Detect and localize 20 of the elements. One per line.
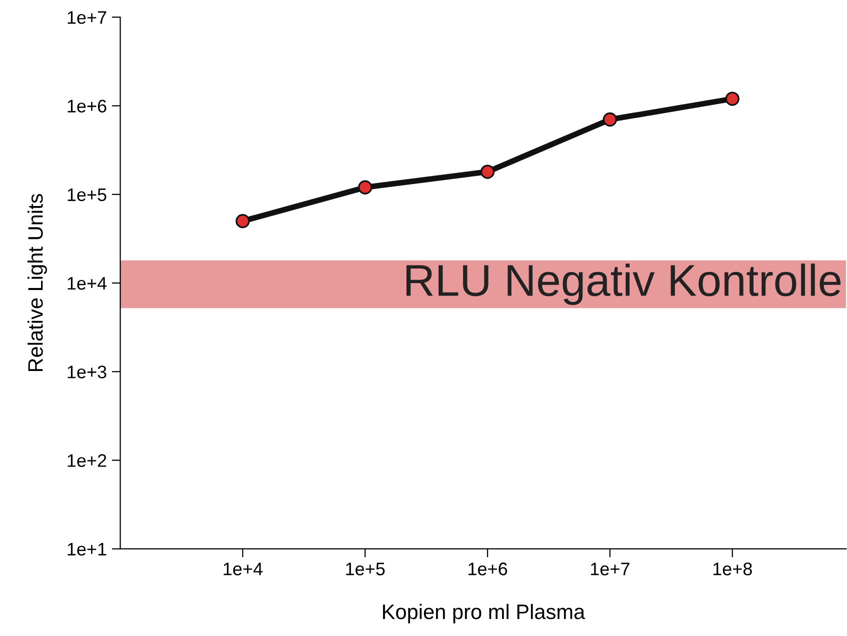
- band-label: RLU Negativ Kontrolle: [406, 264, 841, 306]
- point: [236, 214, 250, 228]
- x-tick-label: 1e+7: [590, 562, 630, 576]
- point: [358, 180, 372, 194]
- y-tick-label: 1e+5: [68, 188, 106, 202]
- y-tick-label: 1e+4: [68, 277, 107, 290]
- x-tick-label: 1e+5: [346, 562, 385, 576]
- point: [480, 164, 495, 179]
- x-tick-label: 1e+4: [224, 562, 262, 576]
- x-axis-title: Kopien pro ml Plasma: [383, 604, 586, 624]
- y-tick-label: 1e+2: [68, 454, 106, 467]
- y-tick-label: 1e+3: [68, 366, 106, 378]
- y-tick-label: 1e+1: [68, 542, 106, 556]
- y-tick-label: 1e+7: [68, 11, 106, 24]
- x-tick-label: 1e+8: [713, 562, 752, 576]
- y-axis-title: Relative Light Units: [28, 194, 47, 372]
- y-tick-label: 1e+6: [68, 100, 106, 113]
- point: [602, 112, 618, 127]
- point: [725, 92, 740, 106]
- x-tick-label: 1e+6: [468, 562, 508, 576]
